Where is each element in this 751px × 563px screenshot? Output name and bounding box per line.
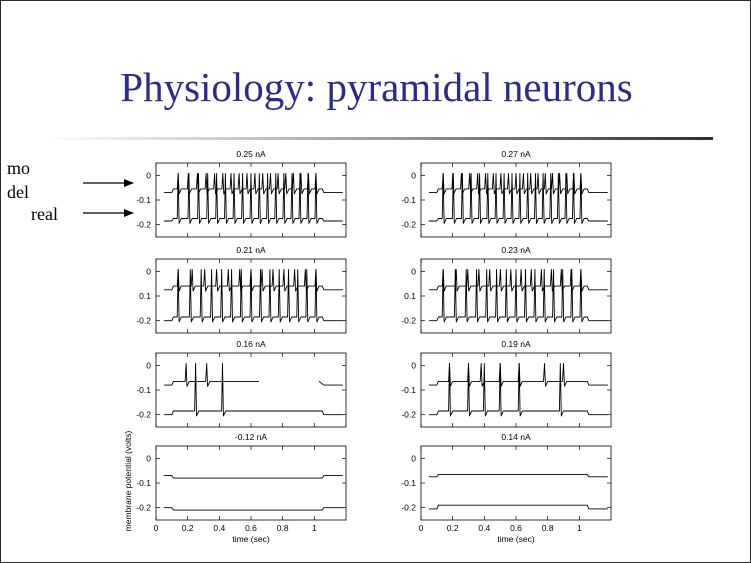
panel-title: 0.27 nA <box>501 149 531 159</box>
y-tick-label: 0 <box>411 266 416 276</box>
y-tick-label: 0 <box>146 170 151 180</box>
real-trace <box>428 172 608 224</box>
real-trace <box>163 268 343 323</box>
callout-model-line-1: mo <box>7 158 31 178</box>
y-tick-label: -0.2 <box>401 410 416 420</box>
y-tick-label: 0 <box>411 170 416 180</box>
panel-title: 0.25 nA <box>236 149 266 159</box>
panels-group: 0.25 nA0-0.1-0.20.27 nA0-0.1-0.20.21 nA0… <box>136 149 612 544</box>
y-tick-label: 0 <box>146 360 151 370</box>
panel-frame <box>420 445 612 521</box>
y-axis-title: membrane potential (volts) <box>123 431 133 532</box>
x-tick-label: 1 <box>577 523 582 533</box>
y-tick-label: 0 <box>146 266 151 276</box>
real-trace <box>163 172 343 224</box>
y-tick-label: -0.2 <box>401 220 416 230</box>
y-tick-label: -0.1 <box>136 385 151 395</box>
y-tick-label: -0.2 <box>136 503 151 513</box>
y-tick-label: -0.2 <box>136 220 151 230</box>
model-trace <box>428 268 608 292</box>
x-tick-label: 0.2 <box>447 523 459 533</box>
x-tick-label: 0.8 <box>542 523 554 533</box>
real-trace <box>428 268 608 323</box>
x-tick-label: 0.2 <box>182 523 194 533</box>
x-tick-label: 0.6 <box>510 523 522 533</box>
panel-6: 0.19 nA 0 -0.1 -0.2 <box>401 339 612 428</box>
y-tick-label: -0.1 <box>136 478 151 488</box>
x-tick-label: 0.4 <box>478 523 490 533</box>
panel-frame <box>155 445 347 521</box>
y-tick-label: 0.1 <box>139 291 151 301</box>
y-tick-label: 0 <box>146 453 151 463</box>
real-trace <box>163 507 343 511</box>
panel-2: 0.27 nA 0 -0.1 -0.2 <box>401 149 612 238</box>
y-tick-label: -0.1 <box>401 385 416 395</box>
y-tick-label: -0.1 <box>401 478 416 488</box>
y-tick-label: 0 <box>411 360 416 370</box>
x-axis-title: time (sec) <box>232 534 269 544</box>
model-trace-tail <box>318 381 325 386</box>
panel-5: 0.16 nA 0 -0.1 -0.2 <box>136 339 347 428</box>
title-divider <box>41 137 713 140</box>
panel-1: 0.25 nA 0 -0.1 -0.2 <box>136 149 347 238</box>
x-axis-title: time (sec) <box>497 534 534 544</box>
y-tick-label: -0.2 <box>136 410 151 420</box>
panel-title: 0.14 nA <box>501 432 531 442</box>
x-tick-label: 0.8 <box>277 523 289 533</box>
callout-model-line-2: del <box>7 182 29 202</box>
real-trace <box>428 504 608 510</box>
panel-frame <box>155 352 347 428</box>
callout-real: real <box>31 204 58 224</box>
real-trace <box>428 362 608 417</box>
x-tick-label: 1 <box>312 523 317 533</box>
panel-4: 0.23 nA 0 0.1 -0.2 <box>401 245 612 334</box>
slide-title: Physiology: pyramidal neurons <box>120 64 633 110</box>
y-tick-label: 0.1 <box>404 291 416 301</box>
y-tick-label: 0 <box>411 453 416 463</box>
y-tick-label: -0.2 <box>401 316 416 326</box>
model-trace <box>163 475 343 479</box>
panel-title: 0.21 nA <box>236 245 266 255</box>
panel-title: 0.16 nA <box>236 339 266 349</box>
panel-title: -0.12 nA <box>235 432 267 442</box>
x-tick-label: 0.4 <box>213 523 225 533</box>
x-tick-label: 0 <box>154 523 159 533</box>
panel-3: 0.21 nA 0 0.1 -0.2 <box>136 245 347 334</box>
model-trace <box>428 473 608 478</box>
panel-title: 0.19 nA <box>501 339 531 349</box>
model-trace <box>163 362 259 387</box>
real-trace <box>163 362 343 417</box>
y-tick-label: -0.2 <box>401 503 416 513</box>
x-tick-label: 0.6 <box>245 523 257 533</box>
y-tick-label: -0.1 <box>136 195 151 205</box>
x-tick-label: 0 <box>419 523 424 533</box>
y-tick-label: -0.1 <box>401 195 416 205</box>
panel-title: 0.23 nA <box>501 245 531 255</box>
y-tick-label: -0.2 <box>136 316 151 326</box>
